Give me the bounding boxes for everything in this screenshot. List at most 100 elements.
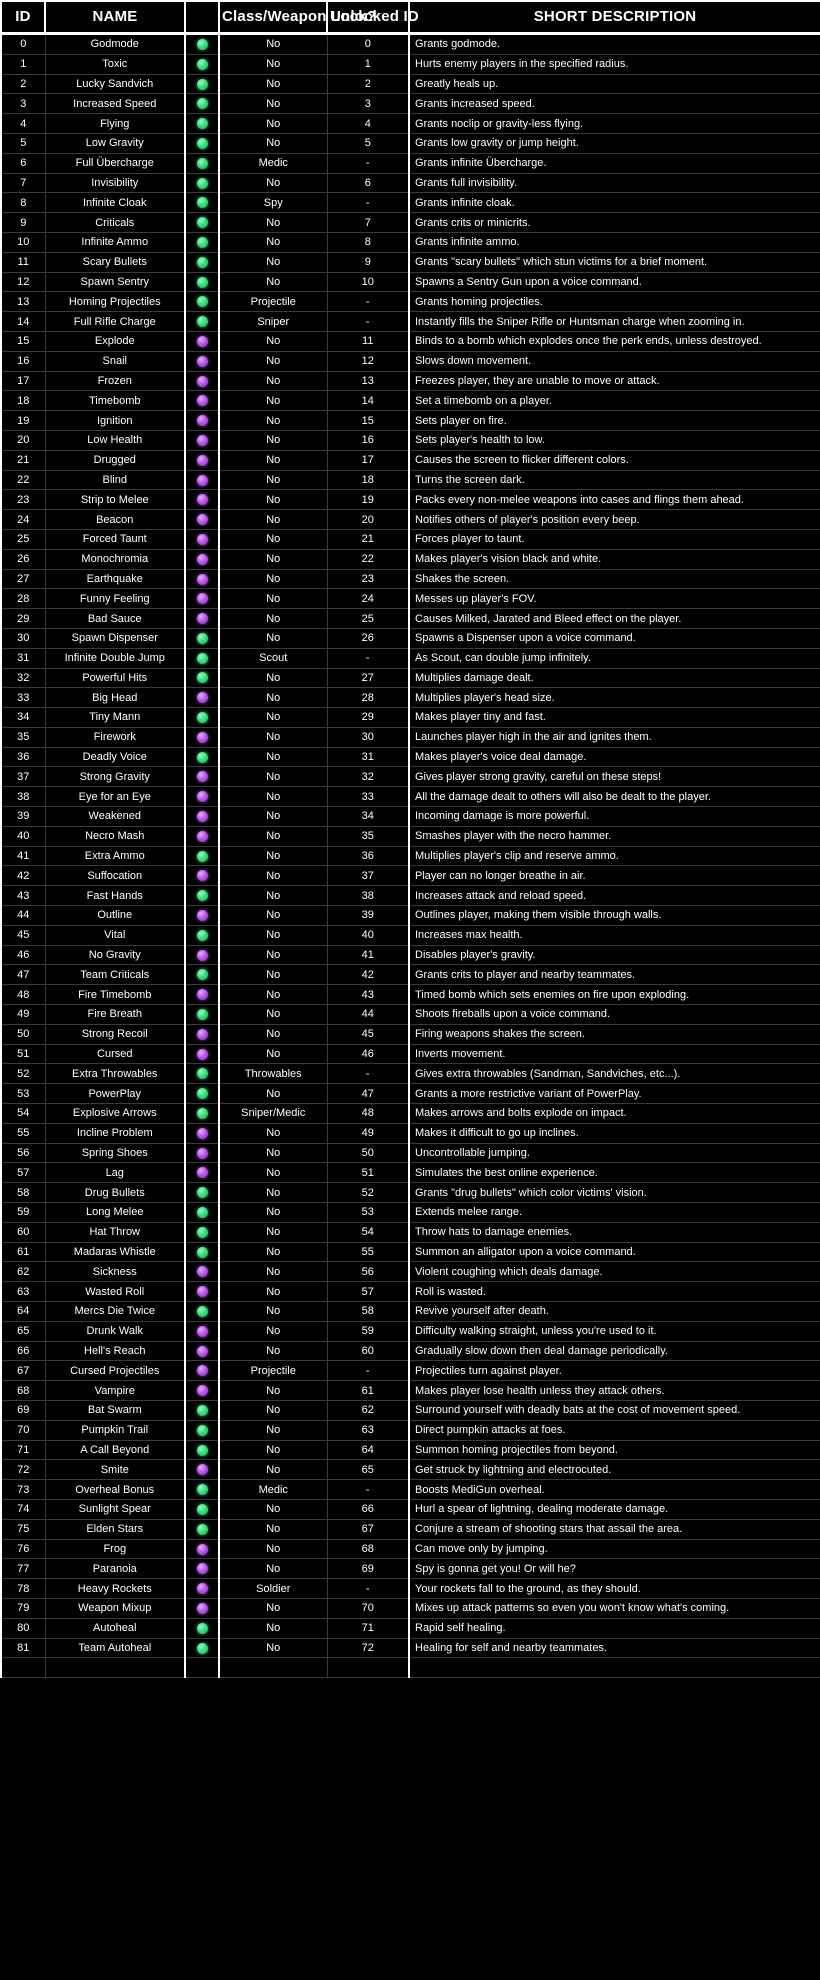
table-row: 77 Paranoia No 69 Spy is gonna get you! Or w… <box>0 1558 820 1580</box>
perk-unlocked-id-cell: - <box>327 1479 410 1500</box>
perk-name-cell: Fire Timebomb <box>45 984 186 1006</box>
table-row: 47 Team Criticals No 42 Grants crits to play… <box>0 964 820 986</box>
perk-unlocked-id-cell: 22 <box>327 549 410 570</box>
perk-name-cell: Full Übercharge <box>45 153 186 174</box>
perk-unlocked-id-cell: 35 <box>327 826 410 847</box>
perk-type-cell <box>185 846 220 867</box>
perk-type-cell <box>185 766 220 788</box>
perk-type-cell <box>185 945 220 966</box>
perk-lock-cell: No <box>219 1143 328 1164</box>
purple-dot-icon <box>196 1365 208 1377</box>
perk-name-cell: Necro Mash <box>45 826 186 847</box>
table-row: 74 Sunlight Spear No 66 Hurl a spear of ligh… <box>0 1499 820 1520</box>
perk-unlocked-id-cell: 67 <box>327 1519 410 1540</box>
perk-type-cell <box>185 905 220 926</box>
perk-lock-cell: No <box>219 1321 328 1342</box>
green-dot-icon <box>196 1484 208 1496</box>
perk-type-cell <box>185 1519 220 1540</box>
perk-unlocked-id-cell: 36 <box>327 846 410 867</box>
perk-name-cell: Extra Throwables <box>45 1063 186 1085</box>
perk-lock-cell: No <box>219 1004 328 1025</box>
perk-type-cell <box>185 74 220 95</box>
purple-dot-icon <box>196 395 208 407</box>
perk-name-cell: Beacon <box>45 509 186 530</box>
perk-id-cell: 54 <box>0 1103 46 1124</box>
purple-dot-icon <box>196 613 208 625</box>
perk-lock-cell: No <box>219 1380 328 1401</box>
perk-unlocked-id-cell: 19 <box>327 489 410 511</box>
perk-name-cell: Autoheal <box>45 1618 186 1639</box>
purple-dot-icon <box>196 989 208 1001</box>
perk-description-cell: Binds to a bomb which explodes once the … <box>409 331 820 352</box>
perk-lock-cell: No <box>219 1083 328 1105</box>
perk-description-cell: Boosts MediGun overheal. <box>409 1479 820 1500</box>
perk-type-cell <box>185 747 220 768</box>
perk-description-cell: Spawns a Dispenser upon a voice command. <box>409 628 820 649</box>
table-row: 73 Overheal Bonus Medic - Boosts MediGun ove… <box>0 1479 820 1500</box>
perk-name-cell: Deadly Voice <box>45 747 186 768</box>
perk-unlocked-id-cell: 16 <box>327 430 410 451</box>
green-dot-icon <box>196 1642 208 1654</box>
perk-id-cell: 64 <box>0 1301 46 1322</box>
table-row: 79 Weapon Mixup No 70 Mixes up attack patter… <box>0 1598 820 1619</box>
purple-dot-icon <box>196 1563 208 1575</box>
perk-description-cell: Multiplies player's clip and reserve amm… <box>409 846 820 867</box>
perk-unlocked-id-cell: 7 <box>327 212 410 233</box>
column-header-description: SHORT DESCRIPTION <box>408 0 820 35</box>
perk-name-cell: Paranoia <box>45 1558 186 1580</box>
perk-type-cell <box>185 1083 220 1105</box>
green-dot-icon <box>196 1404 208 1416</box>
green-dot-icon <box>196 1503 208 1515</box>
perk-unlocked-id-cell: 24 <box>327 588 410 610</box>
table-row: 19 Ignition No 15 Sets player on fire. <box>0 410 820 431</box>
perk-unlocked-id-cell: 70 <box>327 1598 410 1619</box>
perk-name-cell: Long Melee <box>45 1202 186 1223</box>
perk-description-cell: Roll is wasted. <box>409 1281 820 1302</box>
green-dot-icon <box>196 58 208 70</box>
perk-lock-cell: No <box>219 569 328 590</box>
perk-unlocked-id-cell: 49 <box>327 1123 410 1144</box>
perk-description-cell: Smashes player with the necro hammer. <box>409 826 820 847</box>
green-dot-icon <box>196 78 208 90</box>
perk-description-cell: Launches player high in the air and igni… <box>409 727 820 748</box>
perk-id-cell: 80 <box>0 1618 46 1639</box>
perk-description-cell: Can move only by jumping. <box>409 1539 820 1560</box>
perk-name-cell: Infinite Double Jump <box>45 648 186 669</box>
perk-lock-cell: No <box>219 489 328 511</box>
purple-dot-icon <box>196 593 208 605</box>
perk-lock-cell: No <box>219 1341 328 1362</box>
perk-id-cell: 7 <box>0 173 46 194</box>
perk-type-cell <box>185 390 220 412</box>
perk-type-cell <box>185 113 220 134</box>
purple-dot-icon <box>196 375 208 387</box>
perk-description-cell: Grants "scary bullets" which stun victim… <box>409 252 820 273</box>
perk-id-cell: 22 <box>0 470 46 491</box>
table-row: 20 Low Health No 16 Sets player's health to … <box>0 430 820 451</box>
table-row: 22 Blind No 18 Turns the screen dark. <box>0 470 820 491</box>
green-dot-icon <box>196 236 208 248</box>
perk-unlocked-id-cell: 13 <box>327 371 410 392</box>
perk-type-cell <box>185 430 220 451</box>
table-row: 3 Increased Speed No 3 Grants increased spee… <box>0 93 820 115</box>
perk-name-cell: Team Autoheal <box>45 1638 186 1659</box>
purple-dot-icon <box>196 830 208 842</box>
perk-lock-cell: No <box>219 885 328 907</box>
perk-lock-cell: No <box>219 1558 328 1580</box>
perk-name-cell: Elden Stars <box>45 1519 186 1540</box>
perk-unlocked-id-cell: - <box>327 1578 410 1599</box>
green-dot-icon <box>196 1009 208 1021</box>
table-row: 29 Bad Sauce No 25 Causes Milked, Jarated an… <box>0 608 820 629</box>
perk-id-cell: 11 <box>0 252 46 273</box>
perk-description-cell: Conjure a stream of shooting stars that … <box>409 1519 820 1540</box>
perk-id-cell: 48 <box>0 984 46 1006</box>
table-row: 24 Beacon No 20 Notifies others of player's … <box>0 509 820 530</box>
perk-type-cell <box>185 1261 220 1283</box>
perk-name-cell: Lag <box>45 1162 186 1184</box>
purple-dot-icon <box>196 870 208 882</box>
empty-cell <box>185 1657 220 1679</box>
perk-lock-cell: No <box>219 1301 328 1322</box>
table-row: 70 Pumpkin Trail No 63 Direct pumpkin attack… <box>0 1420 820 1441</box>
perk-description-cell: Disables player's gravity. <box>409 945 820 966</box>
perk-description-cell: Sets player's health to low. <box>409 430 820 451</box>
perk-name-cell: Strong Recoil <box>45 1024 186 1045</box>
